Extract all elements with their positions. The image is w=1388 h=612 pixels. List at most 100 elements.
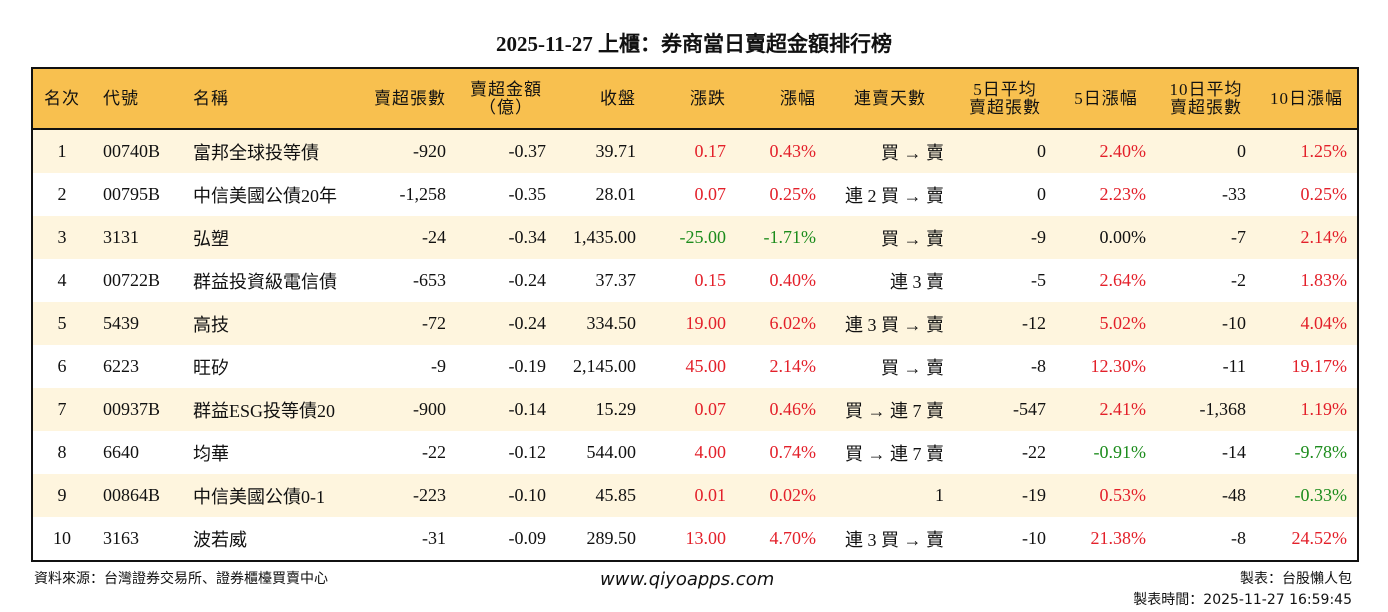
- table-cell: 連 2 買 → 賣: [845, 185, 944, 206]
- table-cell: 1.83%: [1300, 270, 1348, 290]
- table-cell: 00864B: [103, 485, 161, 505]
- table-cell: -8: [1031, 356, 1046, 376]
- table-cell: -19: [1022, 485, 1046, 505]
- table-cell: 3: [57, 227, 67, 247]
- table-cell: 買 → 賣: [881, 357, 944, 378]
- table-row: 6 6223 旺矽 -9 -0.19 2,145.00 45.00 2.14% 買 → 賣 -8 1…: [32, 345, 1358, 388]
- table-cell: -8: [1231, 528, 1246, 548]
- table-cell: 19.17%: [1291, 356, 1348, 376]
- table-cell: 3163: [103, 528, 139, 548]
- table-cell: 24.52%: [1291, 528, 1348, 548]
- table-cell: -25.00: [679, 227, 727, 247]
- table-row: 3 3131 弘塑 -24 -0.34 1,435.00 -25.00 -1.71% 買 → 賣…: [32, 216, 1358, 259]
- table-cell: -11: [1222, 356, 1246, 376]
- table-cell: 弘塑: [193, 228, 229, 249]
- table-cell: 高技: [193, 314, 229, 335]
- table-cell: 00722B: [103, 270, 161, 290]
- table-cell: 群益ESG投等債20: [193, 400, 336, 421]
- table-cell: -9: [1031, 227, 1046, 247]
- table-cell: 2.64%: [1099, 270, 1147, 290]
- table-cell: 0.02%: [769, 485, 817, 505]
- table-cell: 00795B: [103, 184, 161, 204]
- table-cell: -24: [422, 227, 446, 247]
- table-cell: 13.00: [685, 528, 727, 548]
- column-header: 名次: [44, 88, 80, 108]
- table-cell: -22: [422, 442, 446, 462]
- table-cell: 連 3 買 → 賣: [845, 529, 944, 550]
- table-cell: 0: [1237, 141, 1246, 161]
- table-cell: 買 → 賣: [881, 142, 944, 163]
- table-row: 5 5439 高技 -72 -0.24 334.50 19.00 6.02% 連 3 買 → 賣…: [32, 302, 1358, 345]
- table-cell: 2.40%: [1099, 141, 1147, 161]
- table-cell: 0: [1037, 141, 1046, 161]
- table-cell: 4: [57, 270, 67, 290]
- column-header: 收盤: [600, 88, 636, 108]
- table-row: 2 00795B 中信美國公債20年 -1,258 -0.35 28.01 0.07 0.25…: [32, 173, 1358, 216]
- table-cell: 1: [935, 485, 944, 505]
- table-cell: 中信美國公債20年: [193, 185, 337, 206]
- table-cell: -0.19: [508, 356, 547, 376]
- column-header: 5日漲幅: [1074, 88, 1138, 108]
- website-link[interactable]: www.qiyoapps.com: [600, 569, 775, 590]
- table-cell: 6223: [103, 356, 139, 376]
- table-cell: 2.41%: [1099, 399, 1147, 419]
- column-header: 10日漲幅: [1270, 88, 1343, 108]
- table-cell: 6640: [103, 442, 139, 462]
- table-cell: -1,368: [1199, 399, 1247, 419]
- table-row: 8 6640 均華 -22 -0.12 544.00 4.00 0.74% 買 → 連 7 賣 -…: [32, 431, 1358, 474]
- table-cell: 3131: [103, 227, 139, 247]
- table-cell: -0.37: [508, 141, 547, 161]
- table-row: 1 00740B 富邦全球投等債 -920 -0.37 39.71 0.17 0.43% 買 →…: [32, 129, 1358, 173]
- table-cell: -72: [422, 313, 446, 333]
- table-cell: 群益投資級電信債: [193, 271, 337, 292]
- table-cell: 37.37: [595, 270, 637, 290]
- author: 製表：台股懶人包: [1240, 571, 1352, 587]
- table-cell: -653: [413, 270, 446, 290]
- table-cell: 0.46%: [769, 399, 817, 419]
- table-cell: 19.00: [685, 313, 727, 333]
- table-cell: -2: [1231, 270, 1246, 290]
- table-cell: -223: [413, 485, 446, 505]
- table-cell: 0.07: [694, 184, 727, 204]
- table-cell: 連 3 買 → 賣: [845, 314, 944, 335]
- column-header: 賣超金額 （億）: [470, 79, 542, 117]
- table-cell: 7: [57, 399, 67, 419]
- table-cell: 0.40%: [769, 270, 817, 290]
- table-cell: 8: [57, 442, 67, 462]
- table-cell: 10: [53, 528, 71, 548]
- table-cell: 波若威: [193, 529, 247, 550]
- table-cell: 0.43%: [769, 141, 817, 161]
- table-cell: 9: [57, 485, 67, 505]
- table-cell: 12.30%: [1090, 356, 1147, 376]
- table-row: 10 3163 波若威 -31 -0.09 289.50 13.00 4.70% 連 3 買 →…: [32, 517, 1358, 561]
- table-cell: 2.23%: [1099, 184, 1147, 204]
- column-header: 5日平均 賣超張數: [969, 79, 1041, 117]
- column-header: 代號: [103, 88, 139, 108]
- table-cell: 5.02%: [1099, 313, 1147, 333]
- generated-time: 製表時間：2025-11-27 16:59:45: [1133, 592, 1352, 608]
- table-cell: -1.71%: [763, 227, 817, 247]
- table-cell: 富邦全球投等債: [193, 142, 319, 163]
- table-cell: 0.15: [694, 270, 727, 290]
- table-cell: 買 → 連 7 賣: [845, 400, 944, 421]
- table-cell: -0.24: [508, 270, 547, 290]
- table-cell: 39.71: [595, 141, 637, 161]
- table-cell: -33: [1222, 184, 1246, 204]
- table-cell: 544.00: [586, 442, 637, 462]
- table-cell: -0.35: [508, 184, 547, 204]
- table-cell: -9: [431, 356, 446, 376]
- ranking-table: 名次 代號 名稱 賣超張數 賣超金額 （億） 收盤 漲跌 漲幅 連賣天數 5日平均 賣超張數 5日漲…: [31, 67, 1359, 562]
- table-cell: -10: [1222, 313, 1246, 333]
- table-cell: 0.17: [694, 141, 727, 161]
- table-cell: 6.02%: [769, 313, 817, 333]
- table-cell: 0.01: [694, 485, 727, 505]
- table-cell: -5: [1031, 270, 1046, 290]
- table-row: 4 00722B 群益投資級電信債 -653 -0.24 37.37 0.15 0.40% 連 …: [32, 259, 1358, 302]
- table-cell: -9.78%: [1294, 442, 1348, 462]
- table-cell: 4.70%: [769, 528, 817, 548]
- table-cell: -48: [1222, 485, 1246, 505]
- table-cell: -0.34: [508, 227, 547, 247]
- table-row: 9 00864B 中信美國公債0-1 -223 -0.10 45.85 0.01 0.02% 1…: [32, 474, 1358, 517]
- table-cell: -0.33%: [1294, 485, 1348, 505]
- table-cell: 2: [57, 184, 67, 204]
